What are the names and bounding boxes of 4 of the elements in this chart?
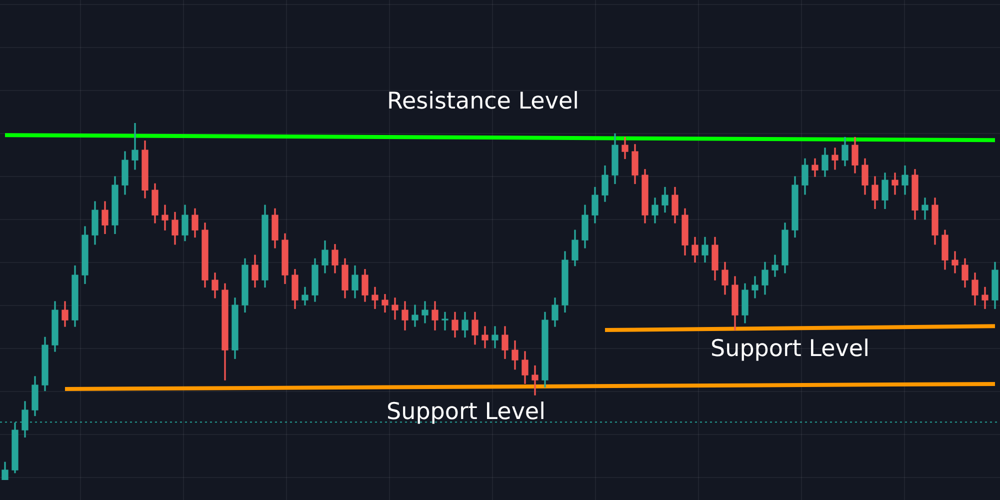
annotation: Support Level [710,336,870,362]
text: Resistance Level [387,88,579,114]
candlestick [442,312,448,330]
annotation: Support Level [386,398,546,425]
